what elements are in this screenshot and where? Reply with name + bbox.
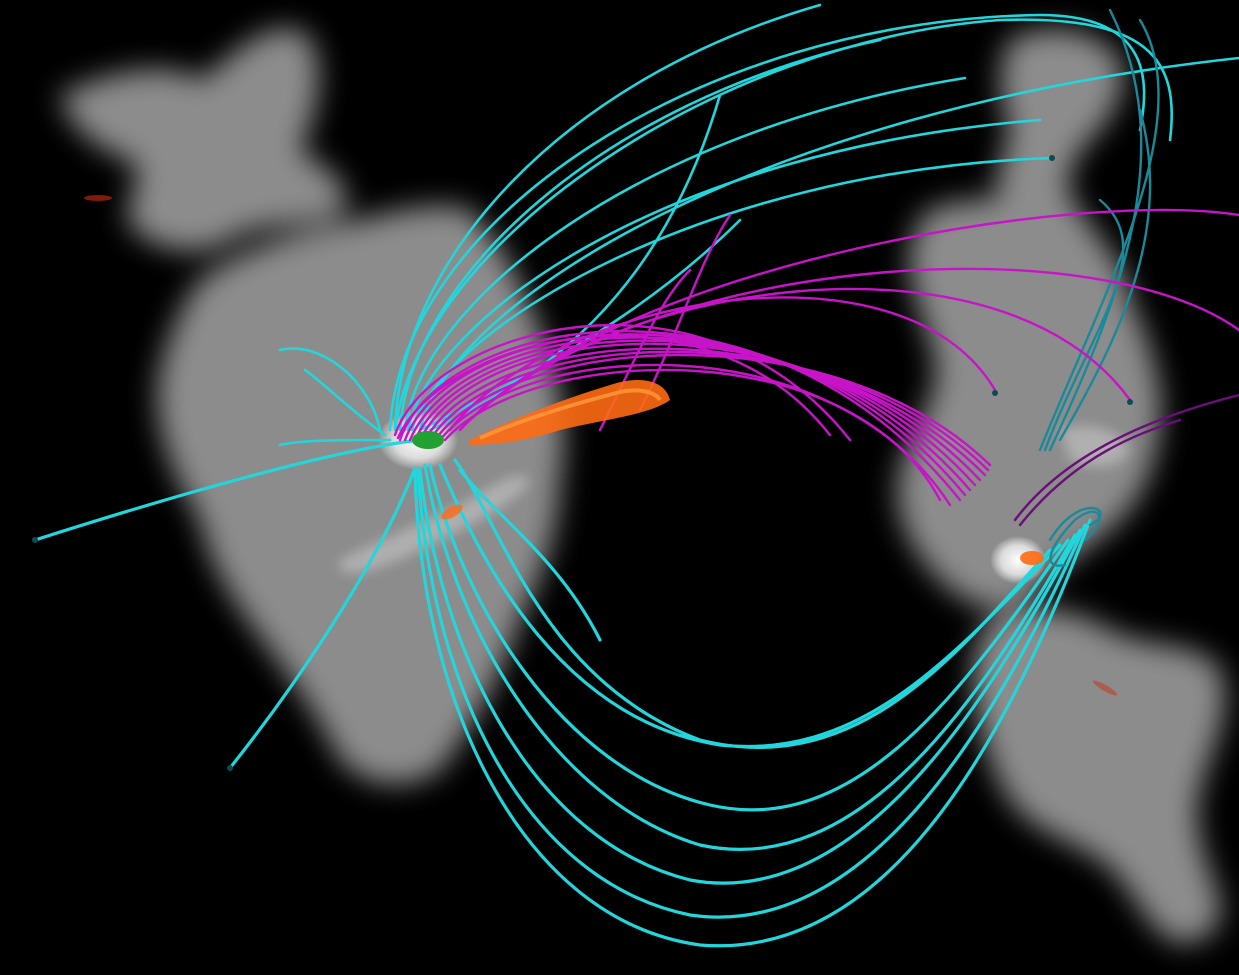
field-line [278,347,382,432]
tube-end-cap [32,537,38,543]
tube-end-cap [1049,155,1055,161]
field-line [413,339,977,487]
highlight-ridge-right [1060,426,1130,467]
current-speck-upper-left [84,195,112,201]
field-line [1018,418,1182,527]
field-line [403,333,967,497]
tube-end-caps [32,155,1133,771]
current-structure [84,195,1118,696]
field-line [406,118,1042,432]
field-line [403,76,967,432]
field-line [1048,8,1143,452]
field-line [433,353,992,467]
patch-left-cluster [157,205,564,784]
cyan-field-lines-lower [33,438,1092,948]
magnetogram-patches [60,28,1225,943]
field-line [1013,393,1239,522]
field-line [416,468,1087,919]
field-line [418,468,1082,885]
field-line [478,267,1239,412]
field-line [278,438,392,447]
field-line [228,466,417,770]
field-line [1048,506,1102,542]
field-line [443,368,942,502]
current-blob-right [1020,551,1044,565]
dark-purple-field-lines [1013,393,1239,527]
field-line [423,347,987,477]
tube-end-cap [227,765,233,771]
current-ribbon-edge [479,388,662,440]
field-line [428,350,990,472]
field-line [1058,108,1152,442]
field-line [423,463,1077,852]
field-line [428,463,1070,812]
current-core [412,431,444,449]
field-line [410,156,1054,432]
field-line [428,93,722,432]
field-line [393,3,822,432]
magnetogram-highlights [340,426,1130,573]
field-line [458,468,602,642]
field-line [418,342,982,482]
field-line [303,368,387,437]
current-speck-right [1092,680,1118,696]
field-line [453,458,1052,749]
field-line [468,208,1239,422]
field-line [33,438,422,542]
current-ribbon [470,380,670,445]
field-line [638,213,732,412]
field-line [393,324,852,442]
field-line [388,13,1146,432]
patch-upper-left [60,28,347,251]
patch-right-lower [973,609,1225,943]
field-line [1049,510,1101,567]
magenta-field-lines [393,208,1239,507]
highlight-ridge-left [340,476,530,573]
teal-field-lines [1038,8,1160,567]
field-line [413,468,1092,948]
tube-end-cap [1127,399,1133,405]
tube-end-cap [992,390,998,396]
field-line [1043,198,1125,452]
current-blob-left [441,504,463,520]
